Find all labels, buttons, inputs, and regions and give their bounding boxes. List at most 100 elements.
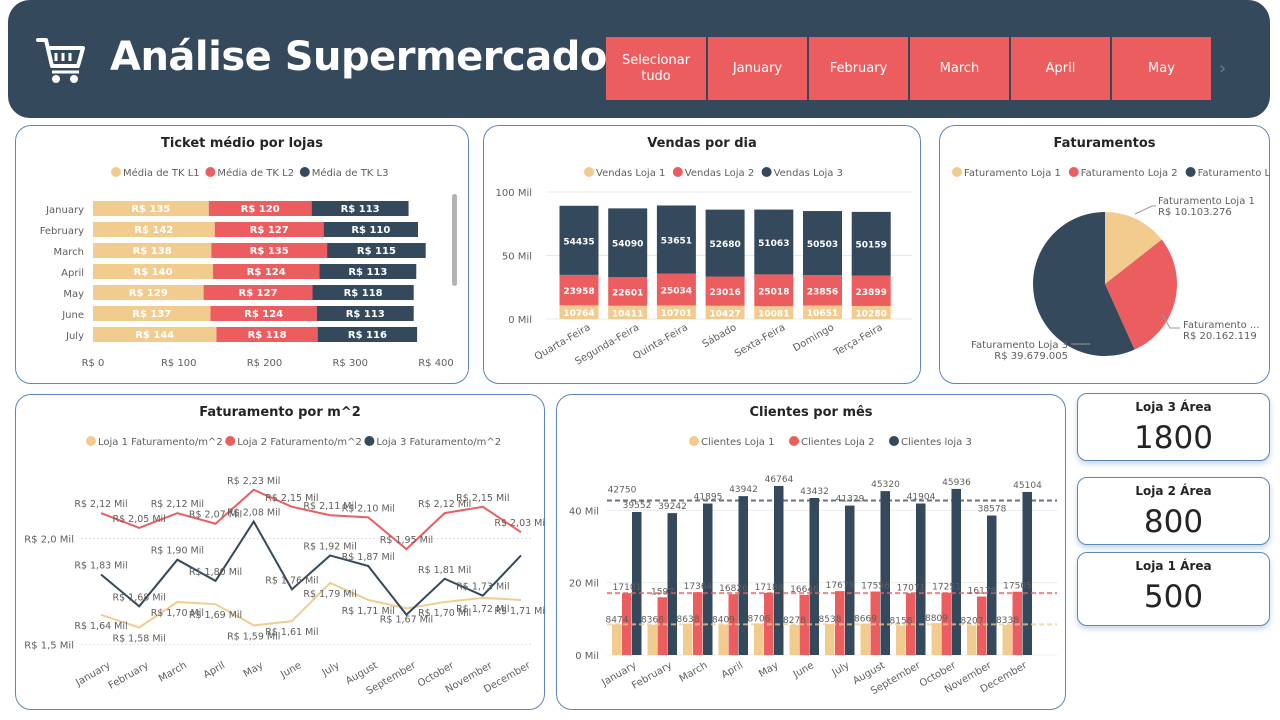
data-label: R$ 1,67 Mil [380, 614, 433, 625]
chevron-right-icon[interactable]: › [1219, 58, 1227, 79]
scrollbar-thumb[interactable] [452, 194, 457, 286]
bar-segment [312, 285, 414, 300]
data-label: 16178 [968, 587, 997, 597]
y-tick-label: 0 Mil [508, 315, 532, 326]
data-label: 22601 [612, 288, 643, 298]
x-tick-label: April [202, 660, 227, 681]
bar-segment [213, 264, 320, 279]
data-label: 8706 [748, 615, 771, 625]
bar [799, 594, 809, 655]
bar-segment [93, 243, 212, 258]
data-label: R$ 120 [241, 204, 280, 215]
legend-label: Média de TK L1 [123, 167, 200, 179]
data-label: 50503 [807, 240, 838, 250]
bar-segment [803, 305, 842, 319]
x-tick-label: May [242, 660, 265, 680]
x-tick-label: May [757, 660, 780, 680]
kpi-value: 500 [1143, 579, 1204, 615]
leader-line [1134, 205, 1156, 215]
page-title: Análise Supermercado [110, 34, 607, 80]
bar [896, 625, 906, 655]
bar-segment [656, 205, 696, 274]
data-label: R$ 127 [239, 288, 278, 299]
slicer-may[interactable]: May [1112, 37, 1211, 100]
bar-segment [216, 327, 318, 342]
slice-value: R$ 10.103.276 [1158, 207, 1232, 218]
data-label: 8809 [925, 614, 948, 624]
slicer-select-all[interactable]: Selecionar tudo [606, 37, 706, 100]
legend-label: Vendas Loja 2 [685, 168, 754, 179]
bar-segment [559, 274, 599, 306]
reference-label: 42750 [608, 485, 637, 495]
bar-segment [656, 273, 696, 306]
bar-segment [705, 276, 745, 306]
ticket-title: Ticket médio por lojas [161, 136, 323, 151]
bar-segment [317, 327, 418, 342]
slicer-april[interactable]: April [1011, 37, 1110, 100]
legend-label: Faturamento L... [1198, 168, 1271, 179]
y-tick-label: 0 Mil [575, 651, 599, 662]
clientes-chart: Clientes Loja 1 Clientes Loja 2 Clientes l… [569, 436, 1057, 697]
x-tick-label: July [830, 660, 852, 679]
kpi-value: 800 [1143, 504, 1204, 540]
legend-marker [299, 167, 310, 177]
data-label: R$ 1,83 Mil [74, 561, 127, 572]
bar [825, 624, 835, 655]
data-label: R$ 1,70 Mil [418, 608, 471, 619]
leader-line [1161, 313, 1180, 329]
data-label: 25034 [661, 287, 692, 297]
slice-value: R$ 20.162.119 [1183, 331, 1257, 342]
data-label: 41895 [694, 493, 723, 503]
bar [1022, 491, 1032, 655]
legend-label: Faturamento Loja 2 [1081, 168, 1178, 179]
slicer-march[interactable]: March [910, 37, 1009, 100]
bar [951, 488, 961, 655]
bar [809, 497, 819, 655]
bar [916, 503, 926, 655]
y-tick-label: 50 Mil [502, 252, 532, 263]
bar [683, 623, 693, 655]
bar [718, 624, 728, 655]
data-label: R$ 1,81 Mil [418, 565, 471, 576]
data-label: R$ 118 [344, 288, 383, 299]
data-label: R$ 1,87 Mil [342, 552, 395, 563]
data-label: R$ 118 [248, 330, 287, 341]
data-label: 54090 [612, 240, 643, 250]
slice-value: R$ 39.679.005 [994, 351, 1068, 362]
shopping-cart-icon [36, 38, 85, 83]
pie-slice [1105, 212, 1162, 284]
data-label: 41329 [836, 495, 865, 505]
bar-segment [754, 306, 794, 319]
data-label: R$ 1,73 Mil [456, 582, 509, 593]
bar-segment [851, 211, 891, 276]
data-label: R$ 137 [132, 309, 171, 320]
legend-label: Loja 1 Faturamento/m^2 [98, 437, 223, 448]
data-label: R$ 2,15 Mil [456, 493, 509, 504]
data-label: 43432 [800, 487, 829, 497]
data-label: 17188 [755, 583, 784, 593]
data-label: 17556 [861, 582, 890, 592]
slicer-february[interactable]: February [809, 37, 908, 100]
kpi-title: Loja 3 Área [1135, 400, 1212, 414]
data-label: 8368 [641, 616, 664, 626]
data-label: 8409 [712, 616, 735, 626]
bar [967, 625, 977, 655]
data-label: R$ 1,71 Mil [342, 606, 395, 617]
vendas-title: Vendas por dia [647, 136, 757, 151]
data-label: R$ 1,58 Mil [113, 633, 166, 644]
data-label: R$ 110 [351, 225, 390, 236]
legend-marker [689, 436, 699, 446]
legend-marker [1068, 167, 1079, 177]
data-label: 17679 [826, 581, 855, 591]
bar [738, 496, 748, 655]
bar-segment [705, 209, 745, 277]
data-label: R$ 113 [346, 309, 385, 320]
data-label: R$ 2,12 Mil [74, 499, 127, 510]
data-label: 54435 [563, 237, 594, 247]
legend-marker [86, 436, 96, 446]
bar [754, 623, 764, 655]
slicer-january[interactable]: January [708, 37, 807, 100]
data-label: 45320 [871, 480, 900, 490]
ticket-card: Ticket médio por lojas Média de TK L1 Méd… [15, 125, 469, 384]
data-label: R$ 1,76 Mil [265, 575, 318, 586]
